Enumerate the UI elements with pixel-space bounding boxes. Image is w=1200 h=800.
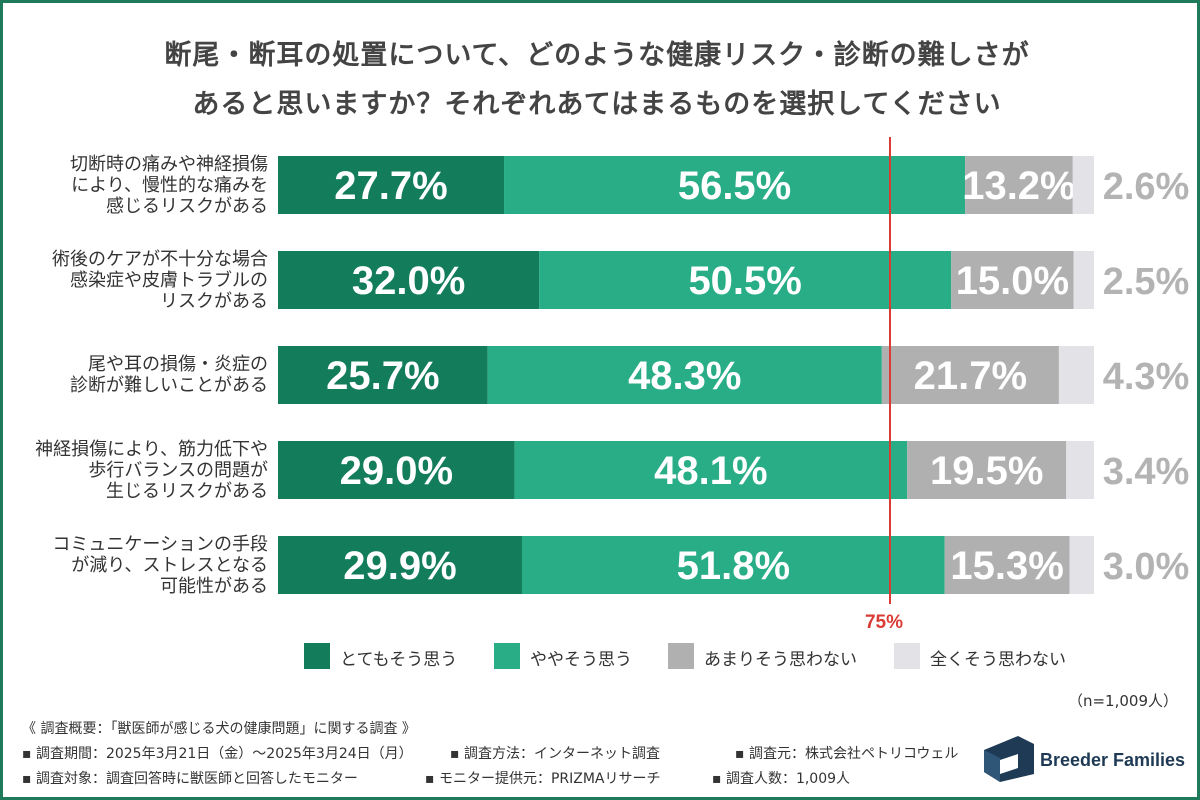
data-label: 50.5% [688,259,801,303]
survey-source: ▪ 調査元：株式会社ペトリコウェル [735,746,959,762]
breeder-families-logo-icon [984,736,1034,782]
category-label-line: 切断時の痛みや神経損傷 [70,153,268,175]
bar-segment [278,441,515,499]
category-label: 切断時の痛みや神経損傷 により、慢性的な痛みを 感じるリスクがある [8,154,268,217]
bar-segment [951,251,1074,309]
reference-line-label: 75% [865,612,903,633]
data-label: 21.7% [914,354,1027,398]
data-label: 15.0% [956,259,1069,303]
bar-segment [487,346,882,404]
survey-count: ▪ 調査人数：1,009人 [712,771,851,787]
category-label-line: 感染症や皮膚トラブルの [70,269,268,291]
category-label: 術後のケアが不十分な場合 感染症や皮膚トラブルの リスクがある [8,249,268,312]
category-label-line: 術後のケアが不十分な場合 [52,248,268,270]
category-label-line: が減り、ストレスとなる [71,554,268,576]
category-label-line: コミュニケーションの手段 [52,533,268,555]
bar-segment [278,156,505,214]
bar-segment [1072,156,1094,214]
legend-label: とてもそう思う [340,650,458,670]
data-label: 4.3% [1103,356,1190,398]
category-label-line: 感じるリスクがある [106,195,268,217]
bar-segment [965,156,1073,214]
category-label-line: 可能性がある [160,575,268,597]
legend-label: ややそう思う [530,650,632,670]
survey-period: ▪ 調査期間：2025年3月21日（金）〜2025年3月24日（月） [22,746,413,762]
bar-segment [944,536,1070,594]
category-label-line: 神経損傷により、筋力低下や [35,438,268,460]
bar-segment [1073,251,1094,309]
bar-segment [514,441,908,499]
data-label: 3.0% [1103,546,1190,588]
sample-size-note: （n=1,009人） [1067,692,1178,710]
data-label: 29.9% [343,544,456,588]
data-label: 48.3% [628,354,741,398]
category-label-line: 歩行バランスの問題が [88,459,268,481]
legend-swatch [304,643,330,669]
data-label: 2.6% [1103,166,1190,208]
data-label: 56.5% [678,164,791,208]
data-label: 32.0% [352,259,465,303]
chart-title-line-2: あると思いますか？それぞれあてはまるものを選択してください [192,89,1002,120]
data-label: 2.5% [1103,261,1190,303]
category-label-line: 生じるリスクがある [106,480,268,502]
survey-title: 《 調査概要：「獣医師が感じる犬の健康問題」に関する調査 》 [22,721,416,737]
data-label: 15.3% [950,544,1063,588]
data-label: 51.8% [677,544,790,588]
bar-segment [1058,346,1094,404]
bar-segment [1069,536,1094,594]
category-label: コミュニケーションの手段 が減り、ストレスとなる 可能性がある [8,534,268,597]
bar-segment [278,251,540,309]
data-label: 19.5% [930,449,1043,493]
survey-method: ▪ 調査方法：インターネット調査 [450,746,660,762]
bar-segment [881,346,1059,404]
legend-swatch [494,643,520,669]
bar-segment [907,441,1067,499]
legend-label: 全くそう思わない [930,650,1066,670]
data-label: 13.2% [962,164,1075,208]
survey-target: ▪ 調査対象：調査回答時に獣医師と回答したモニター [22,771,358,787]
legend-swatch [894,643,920,669]
category-label-line: リスクがある [160,290,268,312]
category-label: 尾や耳の損傷・炎症の 診断が難しいことがある [8,354,268,396]
data-label: 29.0% [340,449,453,493]
bar-segment [521,536,945,594]
chart-title-line-1: 断尾・断耳の処置について、どのような健康リスク・診断の難しさが [164,40,1030,71]
data-label: 25.7% [326,354,439,398]
category-label-line: により、慢性的な痛みを [71,174,268,196]
legend-swatch [668,643,694,669]
bar-segment [539,251,952,309]
survey-provider: ▪ モニター提供元：PRIZMAリサーチ [425,771,661,787]
data-label: 3.4% [1103,451,1190,493]
bar-segment [278,346,488,404]
category-label: 神経損傷により、筋力低下や 歩行バランスの問題が 生じるリスクがある [8,439,268,502]
category-label-line: 診断が難しいことがある [70,375,268,396]
category-label-line: 尾や耳の損傷・炎症の [88,354,268,375]
bar-segment [278,536,522,594]
legend-label: あまりそう思わない [704,650,857,670]
data-label: 48.1% [654,449,767,493]
data-label: 27.7% [334,164,447,208]
logo-text: Breeder Families [1040,750,1186,770]
bar-segment [504,156,966,214]
bar-segment [1066,441,1094,499]
